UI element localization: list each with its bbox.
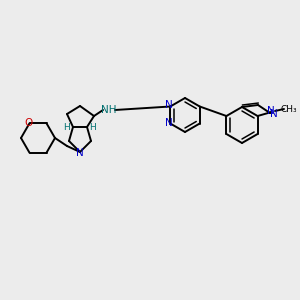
Text: N: N <box>165 100 173 110</box>
Text: N: N <box>76 148 84 158</box>
Text: H: H <box>90 124 96 133</box>
Text: N: N <box>270 109 278 119</box>
Text: NH: NH <box>101 105 117 115</box>
Text: N: N <box>165 118 173 128</box>
Text: CH₃: CH₃ <box>281 104 297 113</box>
Text: N: N <box>267 106 275 116</box>
Text: O: O <box>24 118 33 128</box>
Text: H: H <box>64 122 70 131</box>
